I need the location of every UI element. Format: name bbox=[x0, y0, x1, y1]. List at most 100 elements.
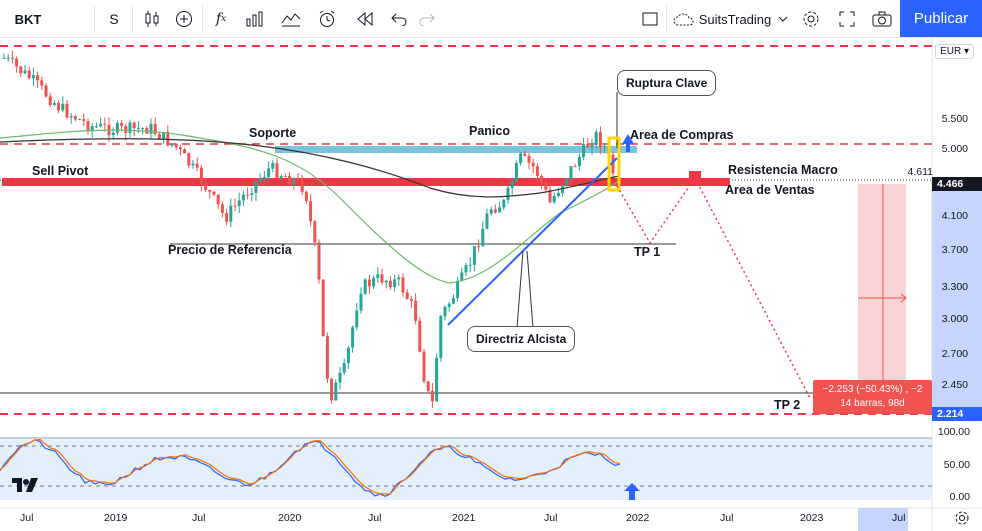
candle-body bbox=[57, 103, 61, 111]
currency-selector[interactable]: EUR ▾ bbox=[935, 44, 974, 59]
replay-icon[interactable] bbox=[350, 0, 380, 38]
candle-body bbox=[90, 126, 94, 132]
candle-body bbox=[321, 279, 325, 337]
expand-icon[interactable] bbox=[834, 0, 860, 38]
candle-body bbox=[250, 193, 254, 195]
candle-body bbox=[422, 351, 426, 382]
candle-body bbox=[141, 128, 145, 130]
candle-body bbox=[69, 116, 73, 118]
candle-body bbox=[603, 146, 607, 148]
oscillator-up-arrow-icon bbox=[624, 483, 640, 500]
candle-body bbox=[212, 191, 216, 195]
candle-body bbox=[346, 347, 350, 364]
callout-directriz-alcista[interactable]: Directriz Alcista bbox=[467, 326, 576, 352]
price-tick-label: 4.100 bbox=[941, 210, 968, 222]
candle-body bbox=[577, 156, 581, 167]
alerts-icon[interactable] bbox=[312, 0, 342, 38]
add-compare-icon[interactable] bbox=[170, 0, 198, 38]
candle-body bbox=[162, 131, 166, 140]
callout-ruptura-clave[interactable]: Ruptura Clave bbox=[617, 70, 717, 96]
candle-body bbox=[241, 194, 245, 201]
templates-icon[interactable] bbox=[240, 0, 270, 38]
candle-body bbox=[216, 194, 220, 205]
symbol-search[interactable]: BKT bbox=[14, 11, 42, 27]
tradingview-logo[interactable] bbox=[12, 478, 38, 497]
toolbar-divider bbox=[132, 6, 133, 32]
candle-body bbox=[590, 144, 594, 148]
candle-body bbox=[493, 209, 497, 213]
undo-icon[interactable] bbox=[386, 0, 412, 38]
candle-body bbox=[166, 131, 170, 146]
candle-body bbox=[351, 327, 355, 348]
interval-button[interactable]: S bbox=[109, 11, 119, 27]
candle-body bbox=[220, 204, 224, 213]
measure-projection[interactable] bbox=[858, 184, 906, 394]
candle-body bbox=[363, 279, 367, 294]
publish-button[interactable]: Publicar bbox=[900, 0, 982, 37]
chart-canvas[interactable] bbox=[0, 38, 982, 531]
candle-body bbox=[355, 310, 359, 328]
candle-body bbox=[52, 103, 56, 105]
time-tick-label: Jul bbox=[20, 512, 34, 524]
layout-name[interactable]: SuitsTrading bbox=[698, 11, 772, 27]
label-area-compras[interactable]: Area de Compras bbox=[630, 128, 734, 142]
candle-body bbox=[384, 280, 388, 283]
label-tp2[interactable]: TP 2 bbox=[774, 398, 801, 412]
candle-body bbox=[338, 372, 342, 383]
candle-body bbox=[262, 177, 266, 179]
redo-icon[interactable] bbox=[414, 0, 440, 38]
gear-icon[interactable] bbox=[798, 0, 824, 38]
candle-body bbox=[111, 132, 115, 136]
label-soporte[interactable]: Soporte bbox=[249, 126, 297, 140]
label-tp1[interactable]: TP 1 bbox=[634, 245, 661, 259]
label-precio-referencia[interactable]: Precio de Referencia bbox=[168, 243, 292, 257]
candle-body bbox=[372, 278, 376, 287]
candles-icon[interactable] bbox=[138, 0, 166, 38]
label-panico[interactable]: Panico bbox=[469, 124, 510, 138]
candle-body bbox=[540, 176, 544, 183]
price-tag-target: 2.214 bbox=[932, 407, 982, 421]
measure-tooltip[interactable]: −2.253 (−50.43%) , −2 14 barras, 98d bbox=[813, 380, 932, 414]
time-tick-label: 2020 bbox=[278, 512, 302, 524]
candle-body bbox=[82, 119, 86, 122]
price-tag-current: 4.466 bbox=[932, 177, 982, 191]
candle-body bbox=[481, 228, 485, 247]
candle-body bbox=[300, 179, 304, 192]
time-tick-label: Jul bbox=[544, 512, 558, 524]
candle-body bbox=[317, 242, 321, 280]
label-area-ventas[interactable]: Area de Ventas bbox=[725, 183, 815, 197]
label-resistencia-macro[interactable]: Resistencia Macro bbox=[728, 163, 838, 177]
candle-body bbox=[397, 277, 401, 280]
candle-body bbox=[514, 163, 518, 182]
price-tick-label: 2.700 bbox=[941, 348, 968, 360]
fullscreen-select-icon[interactable] bbox=[638, 0, 662, 38]
candle-body bbox=[271, 163, 275, 169]
candle-body bbox=[472, 246, 476, 265]
label-sell-pivot[interactable]: Sell Pivot bbox=[32, 164, 89, 178]
camera-icon[interactable] bbox=[868, 0, 896, 38]
candle-body bbox=[73, 116, 77, 120]
chevron-down-icon[interactable] bbox=[774, 0, 792, 38]
settings-gear-icon[interactable] bbox=[954, 510, 970, 531]
candle-body bbox=[94, 126, 98, 128]
candle-body bbox=[48, 96, 52, 105]
candle-body bbox=[443, 306, 447, 317]
sell-marker-icon bbox=[689, 171, 701, 186]
up-arrow-icon bbox=[622, 134, 634, 152]
chart-area[interactable]: EUR ▾ 4.611 4.466 2.214 Soporte Panico S… bbox=[0, 38, 982, 531]
chart-type-icon[interactable] bbox=[276, 0, 306, 38]
candle-body bbox=[309, 201, 313, 222]
candle-body bbox=[267, 168, 271, 178]
candle-body bbox=[523, 153, 527, 156]
candle-body bbox=[44, 85, 48, 97]
candle-body bbox=[279, 176, 283, 179]
candle-body bbox=[460, 272, 464, 281]
candle-body bbox=[594, 131, 598, 145]
candle-body bbox=[325, 336, 329, 379]
candle-body bbox=[153, 123, 157, 134]
candle-body bbox=[199, 167, 203, 184]
candle-body bbox=[304, 191, 308, 202]
candle-body bbox=[15, 58, 19, 67]
